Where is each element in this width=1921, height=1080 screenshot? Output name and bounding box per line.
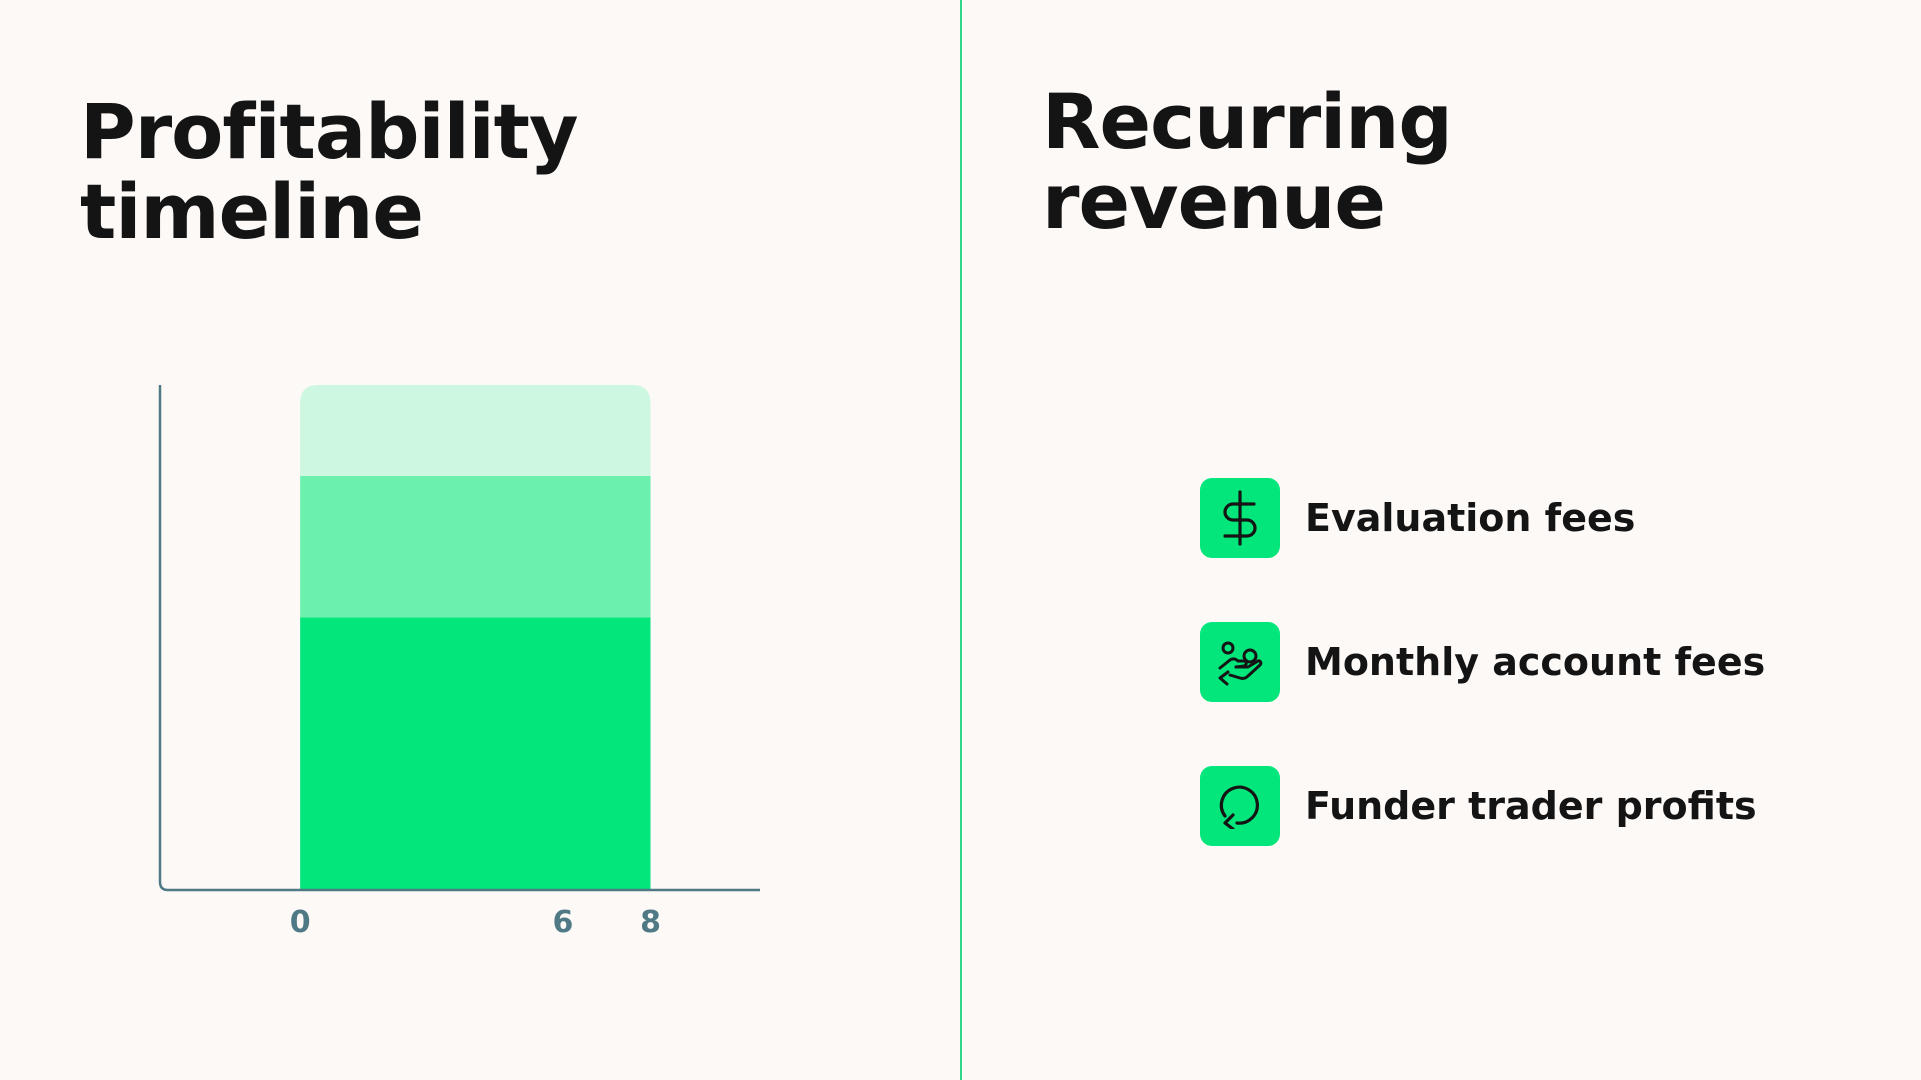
profitability-chart: 0 6 8 [158,385,760,940]
bar-segment-top [300,385,651,476]
refresh-icon [1200,766,1280,846]
panel-divider [960,0,962,1080]
revenue-item-label: Monthly account fees [1305,640,1766,684]
revenue-item-label: Funder trader profits [1305,784,1757,828]
recurring-revenue-title-line1: Recurring [1042,77,1453,166]
dollar-icon [1200,478,1280,558]
revenue-list: Evaluation fees Monthly account fees Fun… [1200,478,1765,910]
x-tick-label: 6 [552,905,573,940]
recurring-revenue-title-line2: revenue [1042,157,1386,246]
recurring-revenue-title: Recurring revenue [1042,77,1453,246]
revenue-item-label: Evaluation fees [1305,496,1636,540]
hand-coins-icon [1200,622,1280,702]
profitability-title-line1: Profitability [80,87,579,176]
revenue-item-funder-trader-profits: Funder trader profits [1200,766,1765,846]
x-tick-label: 8 [640,905,661,940]
revenue-item-monthly-account-fees: Monthly account fees [1200,622,1765,702]
revenue-item-evaluation-fees: Evaluation fees [1200,478,1765,558]
bar-segment-bottom [300,617,651,890]
x-tick-label: 0 [290,905,311,940]
profitability-title: Profitability timeline [80,87,579,256]
bar-segment-middle [300,475,651,618]
profitability-title-line2: timeline [80,167,424,256]
chart-axes [158,385,760,892]
